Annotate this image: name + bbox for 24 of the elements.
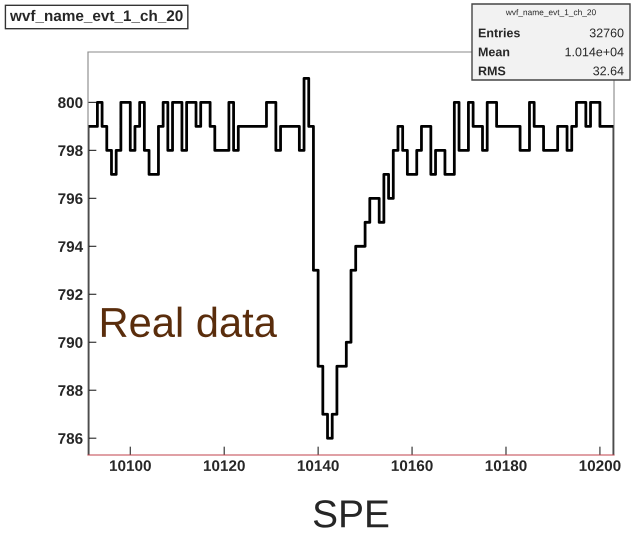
annotation: RMS — [478, 66, 506, 76]
x-tick-label: 10160 — [392, 460, 433, 472]
x-tick-label: 10120 — [204, 460, 245, 472]
y-tick-label: 798 — [58, 145, 83, 156]
x-tick-label: 10200 — [580, 460, 621, 472]
y-tick-label: 786 — [58, 433, 83, 444]
x-tick-label: 10100 — [110, 460, 151, 472]
y-tick-label: 788 — [58, 385, 83, 396]
y-tick-label: 800 — [58, 97, 83, 108]
x-axis-title: SPE — [314, 500, 388, 528]
annotation: Mean — [478, 48, 510, 56]
y-tick-label: 794 — [58, 241, 84, 252]
text: wvf_name_evt_1_ch_20 — [506, 9, 596, 17]
chart-title: wvf_name_evt_1_ch_20 — [10, 10, 183, 23]
annotation: 32.64 — [593, 66, 624, 76]
y-tick-label: 790 — [58, 337, 83, 348]
annotation: Real data — [102, 306, 277, 338]
y-tick-label: 796 — [58, 193, 83, 204]
annotation: 1.014e+04 — [566, 48, 624, 56]
x-tick-label: 10180 — [486, 460, 527, 472]
x-tick-label: 10140 — [298, 460, 339, 472]
text: 32760 — [590, 28, 624, 38]
y-tick-label: 792 — [58, 289, 83, 300]
text: Entries — [478, 28, 520, 38]
